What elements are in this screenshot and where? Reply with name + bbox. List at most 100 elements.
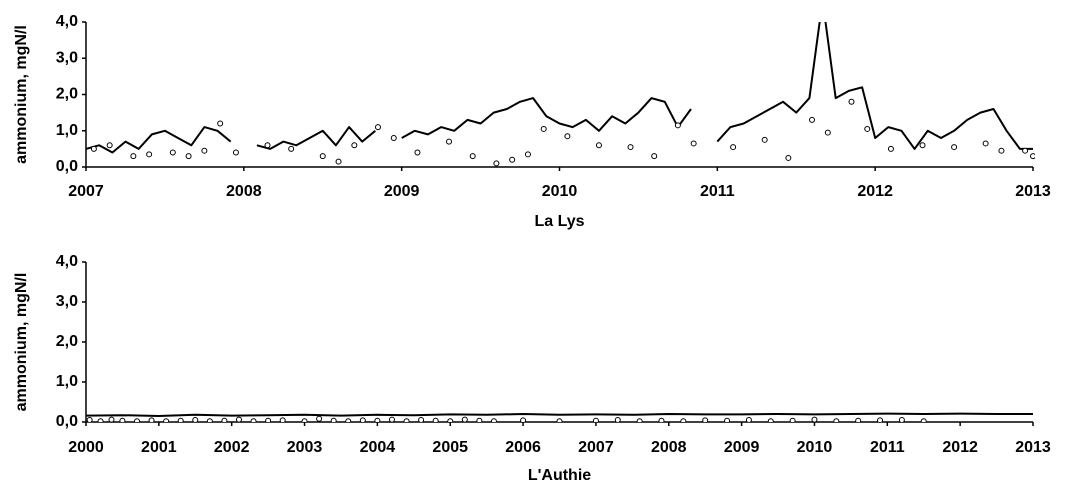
data-point xyxy=(374,417,381,422)
data-point xyxy=(651,153,658,160)
x-tick-label: 2002 xyxy=(214,439,250,456)
data-point xyxy=(279,417,286,422)
data-point xyxy=(674,122,681,129)
data-point xyxy=(119,417,126,422)
data-point xyxy=(785,154,792,161)
data-point xyxy=(201,147,208,154)
data-point xyxy=(319,153,326,160)
data-point xyxy=(250,418,257,422)
data-point xyxy=(192,417,199,422)
y-tick-label: 3,0 xyxy=(56,49,78,66)
data-point xyxy=(432,417,439,422)
data-point xyxy=(680,418,687,422)
x-tick-label: 2008 xyxy=(651,439,687,456)
data-point xyxy=(982,140,989,147)
data-point xyxy=(848,98,855,105)
data-point xyxy=(185,153,192,160)
y-axis-title: ammonium, mgN/l xyxy=(13,25,30,164)
data-point xyxy=(564,133,571,140)
data-point xyxy=(627,144,634,151)
x-tick-label: 2010 xyxy=(542,183,578,200)
data-point xyxy=(745,417,752,422)
data-point xyxy=(636,418,643,422)
data-point xyxy=(556,418,563,422)
data-point xyxy=(301,418,308,422)
data-point xyxy=(374,124,381,131)
data-point xyxy=(264,142,271,149)
data-point xyxy=(951,144,958,151)
data-point xyxy=(146,151,153,158)
x-tick-label: 2003 xyxy=(287,439,323,456)
x-tick-label: 2011 xyxy=(700,183,735,200)
data-point xyxy=(177,417,184,422)
x-tick-label: 2005 xyxy=(432,439,468,456)
chart: 0,0 1,0 2,0 3,0 4,0 2007 2008 2009 2010 2011 2012 2… xyxy=(13,13,1051,230)
x-tick-label: 2000 xyxy=(68,439,104,456)
data-point xyxy=(998,147,1005,154)
x-tick-label: 2009 xyxy=(384,183,420,200)
x-tick-label: 2011 xyxy=(870,439,905,456)
data-point xyxy=(824,129,831,136)
x-tick-label: 2008 xyxy=(226,183,262,200)
data-point xyxy=(690,140,697,147)
data-point xyxy=(169,149,176,156)
x-tick-label: 2001 xyxy=(141,439,177,456)
data-point xyxy=(163,418,170,422)
plot-area xyxy=(86,22,1035,167)
chart: 0,0 1,0 2,0 3,0 4,0 2000 2001 2002 2003 2004 2005 2… xyxy=(13,253,1051,484)
y-tick-label: 4,0 xyxy=(56,13,78,30)
data-point xyxy=(469,153,476,160)
data-point xyxy=(724,417,731,422)
data-point xyxy=(592,417,599,422)
data-point xyxy=(330,417,337,422)
data-point xyxy=(919,142,926,149)
data-point xyxy=(509,156,516,163)
x-axis-title: La Lys xyxy=(534,213,584,230)
data-point xyxy=(148,417,155,422)
data-line xyxy=(86,22,1033,154)
data-point xyxy=(335,158,342,165)
x-tick-label: 2009 xyxy=(724,439,760,456)
data-line xyxy=(86,412,1033,417)
data-point xyxy=(920,418,927,422)
data-point xyxy=(206,418,213,422)
data-point xyxy=(614,417,621,422)
data-point xyxy=(476,417,483,422)
data-point xyxy=(217,120,224,127)
data-point xyxy=(855,417,862,422)
data-point xyxy=(658,417,665,422)
data-point xyxy=(864,125,871,132)
data-point xyxy=(221,417,228,422)
data-point xyxy=(130,153,137,160)
data-point xyxy=(490,418,497,422)
x-tick-label: 2013 xyxy=(1015,439,1051,456)
x-tick-label: 2004 xyxy=(360,439,396,456)
y-tick-label: 1,0 xyxy=(56,373,78,390)
y-tick-label: 3,0 xyxy=(56,293,78,310)
x-tick-label: 2012 xyxy=(942,439,978,456)
data-point xyxy=(90,145,97,152)
data-point xyxy=(887,145,894,152)
data-point xyxy=(316,415,323,422)
x-tick-label: 2010 xyxy=(797,439,833,456)
x-tick-label: 2013 xyxy=(1015,183,1051,200)
data-point xyxy=(359,417,366,422)
data-point xyxy=(403,418,410,422)
y-axis-title: ammonium, mgN/l xyxy=(13,273,30,412)
data-point xyxy=(446,138,453,145)
y-tick-label: 0,0 xyxy=(56,158,78,175)
data-point xyxy=(345,418,352,422)
data-point xyxy=(730,144,737,151)
x-tick-label: 2012 xyxy=(857,183,893,200)
data-point xyxy=(877,417,884,422)
data-point xyxy=(133,418,140,422)
data-point xyxy=(265,417,272,422)
data-point xyxy=(1022,147,1029,154)
x-tick-label: 2006 xyxy=(505,439,541,456)
data-point xyxy=(524,151,531,158)
data-point xyxy=(789,417,796,422)
x-tick-label: 2007 xyxy=(578,439,614,456)
data-point xyxy=(461,416,468,422)
data-point xyxy=(418,417,425,422)
data-point xyxy=(595,142,602,149)
